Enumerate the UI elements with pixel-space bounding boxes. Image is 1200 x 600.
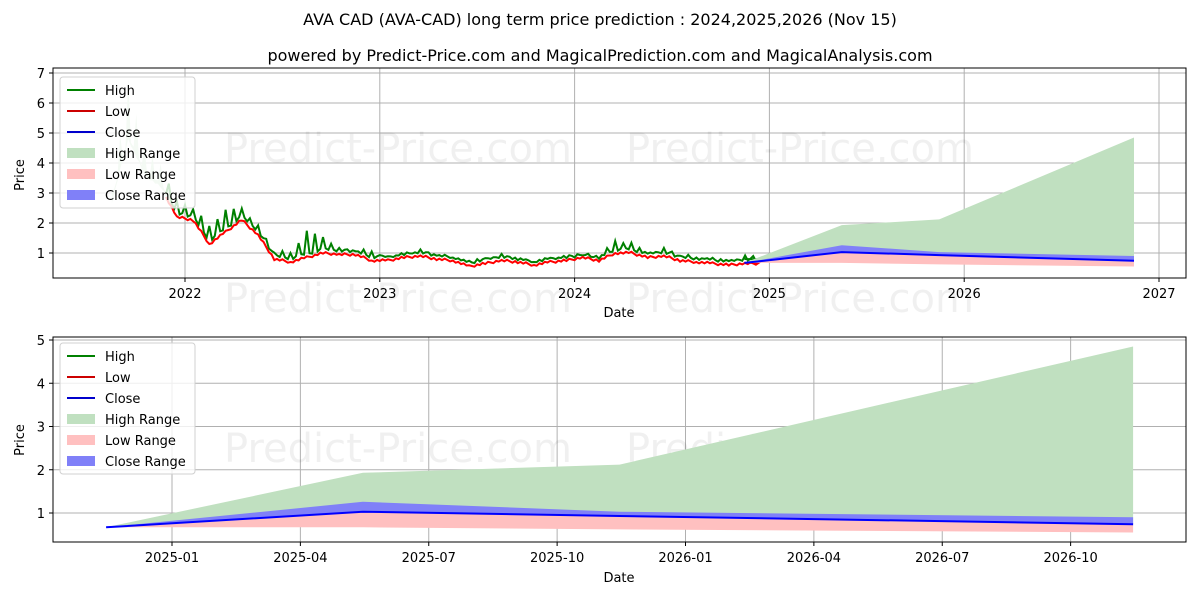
- y-tick-label: 3: [37, 187, 45, 202]
- legend-patch-swatch: [67, 435, 95, 445]
- legend-label: High Range: [105, 147, 180, 162]
- x-tick-label: 2023: [363, 287, 396, 302]
- top-y-axis: 1 2 3 4 5 6 7: [37, 67, 53, 262]
- bottom-forecast-chart: Predict-Price.comPredict-Price.com 12345…: [13, 334, 1186, 586]
- legend-label: Low: [105, 371, 131, 386]
- y-tick-label: 7: [37, 67, 45, 82]
- watermark-text: Predict-Price.com: [626, 126, 974, 172]
- x-tick-label: 2025: [753, 287, 786, 302]
- y-tick-label: 3: [37, 421, 45, 436]
- top-series: [112, 79, 1134, 267]
- x-tick-label: 2027: [1142, 287, 1175, 302]
- bottom-legend: High Low Close High Range Low Range Close Ran…: [60, 343, 195, 474]
- y-tick-label: 1: [37, 507, 45, 522]
- x-tick-label: 2022: [168, 287, 201, 302]
- y-tick-label: 2: [37, 217, 45, 232]
- bottom-y-axis: 1 2 3 4 5: [37, 334, 53, 522]
- watermark-text: Predict-Price.com: [626, 276, 974, 322]
- x-tick-label: 2026-10: [1043, 551, 1097, 566]
- y-tick-label: 4: [37, 377, 45, 392]
- x-tick-label: 2025-04: [273, 551, 327, 566]
- x-tick-label: 2026-07: [915, 551, 969, 566]
- legend-patch-swatch: [67, 148, 95, 158]
- y-tick-label: 5: [37, 334, 45, 349]
- y-tick-label: 2: [37, 464, 45, 479]
- x-tick-label: 2026: [948, 287, 981, 302]
- legend-patch-swatch: [67, 414, 95, 424]
- legend-label: Close: [105, 126, 140, 141]
- charts-canvas: Predict-Price.com Predict-Price.com Predic…: [0, 0, 1200, 600]
- legend-label: Close Range: [105, 189, 186, 204]
- x-tick-label: 2025-07: [402, 551, 456, 566]
- top-legend: High Low Close High Range Low Range Close Ran…: [60, 77, 195, 208]
- watermark-text: Predict-Price.com: [224, 276, 572, 322]
- bottom-x-axis: 2025-01 2025-04 2025-07 2025-10 2026-01 2026-…: [145, 542, 1098, 566]
- y-tick-label: 1: [37, 247, 45, 262]
- legend-label: Close Range: [105, 455, 186, 470]
- legend-label: Close: [105, 392, 140, 407]
- bottom-y-axis-label: Price: [13, 424, 28, 456]
- legend-patch-swatch: [67, 169, 95, 179]
- x-tick-label: 2024: [558, 287, 591, 302]
- legend-patch-swatch: [67, 190, 95, 200]
- x-tick-label: 2026-04: [787, 551, 841, 566]
- legend-label: Low Range: [105, 168, 176, 183]
- y-tick-label: 4: [37, 157, 45, 172]
- x-tick-label: 2026-01: [658, 551, 712, 566]
- legend-label: High: [105, 350, 135, 365]
- legend-label: High: [105, 84, 135, 99]
- top-x-axis-label: Date: [603, 306, 634, 321]
- legend-label: Low Range: [105, 434, 176, 449]
- y-tick-label: 5: [37, 127, 45, 142]
- bottom-x-axis-label: Date: [603, 571, 634, 586]
- legend-label: High Range: [105, 413, 180, 428]
- x-tick-label: 2025-01: [145, 551, 199, 566]
- watermark-text: Predict-Price.com: [224, 426, 572, 472]
- y-tick-label: 6: [37, 97, 45, 112]
- low-line: [166, 197, 759, 267]
- top-y-axis-label: Price: [13, 159, 28, 191]
- x-tick-label: 2025-10: [530, 551, 584, 566]
- top-price-chart: Predict-Price.com Predict-Price.com Predic…: [13, 67, 1186, 322]
- watermark-text: Predict-Price.com: [224, 126, 572, 172]
- legend-label: Low: [105, 105, 131, 120]
- legend-patch-swatch: [67, 456, 95, 466]
